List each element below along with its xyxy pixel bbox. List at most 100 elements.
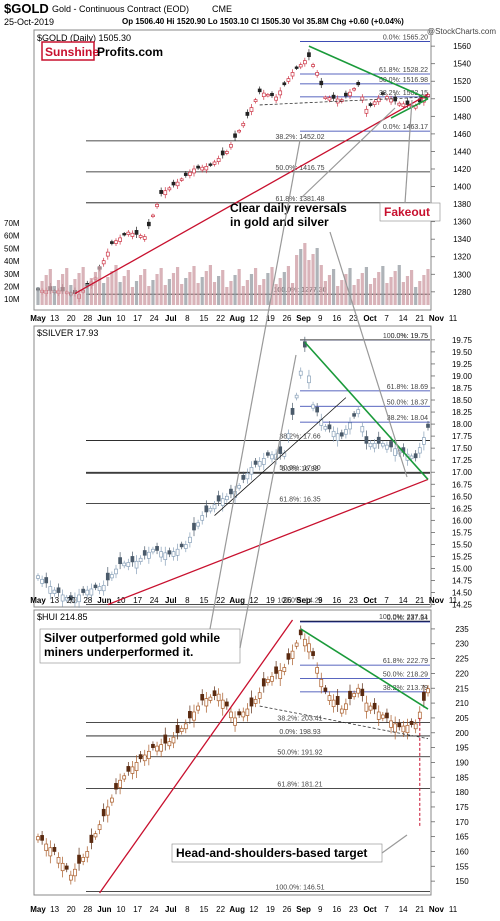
gold-volume-bar	[77, 273, 81, 305]
silver-fib-label: 50.0%: 18.37	[387, 399, 428, 406]
silver-ytick-label: 14.50	[452, 589, 473, 598]
silver-candle-body	[138, 557, 143, 563]
x-axis-label: 13	[50, 596, 59, 605]
silver-candle-body	[368, 442, 373, 448]
gold-candle-body	[282, 82, 287, 86]
silver-candle-body	[175, 548, 180, 556]
gold-volume-bar	[122, 276, 126, 305]
gold-volume-bar	[237, 269, 241, 305]
gold-volume-bar	[204, 271, 208, 305]
silver-candle-body	[413, 453, 418, 459]
outperform-pointer-gold	[209, 139, 301, 630]
gold-volume-bar	[303, 243, 307, 305]
x-axis-label: 26	[283, 905, 292, 914]
x-axis-label: 22	[216, 596, 225, 605]
hui-candle-body	[85, 851, 90, 858]
chart-ohlc: Op 1506.40 Hi 1520.90 Lo 1503.10 Cl 1505…	[122, 17, 404, 26]
x-axis-label: 23	[349, 905, 358, 914]
hui-ytick-label: 225	[455, 655, 469, 664]
silver-ytick-label: 16.25	[452, 504, 473, 513]
hui-candle-body	[73, 868, 77, 877]
silver-candle-body	[212, 504, 217, 510]
hui-ytick-label: 160	[455, 847, 469, 856]
gold-ytick-label: 1440	[453, 147, 471, 156]
hui-candle-body	[159, 744, 164, 752]
hui-candle-body	[220, 699, 225, 709]
x-axis-label: 26	[283, 596, 292, 605]
gold-volume-bar	[147, 286, 151, 305]
silver-candle-body	[385, 444, 389, 450]
hui-candle-body	[44, 843, 49, 851]
gold-candle-body	[151, 214, 155, 217]
hui-candle-body	[282, 667, 287, 672]
silver-ytick-label: 19.00	[452, 372, 473, 381]
gold-candle-body	[224, 151, 229, 154]
silver-candle-body	[130, 556, 135, 563]
x-axis-label: Sep	[296, 905, 311, 914]
hui-fib-label: 100.0%: 237.61	[379, 614, 428, 621]
hui-candle-body	[89, 834, 94, 843]
hui-candle-body	[138, 754, 143, 760]
gold-volume-bar	[159, 268, 163, 305]
annotation-outperform-text: Silver outperformed gold while	[44, 631, 220, 645]
gold-ytick-label: 1300	[453, 270, 471, 279]
x-axis-label: 24	[150, 596, 159, 605]
hui-candle-body	[237, 711, 242, 716]
hui-candle-body	[118, 779, 122, 788]
gold-fib-label: 0.0%: 1463.17	[383, 124, 428, 131]
gold-candle-body	[266, 94, 270, 97]
x-axis-label: 17	[133, 596, 142, 605]
gold-candle-body	[179, 178, 184, 181]
hui-candle-body	[179, 727, 184, 732]
gold-candle-body	[105, 251, 110, 257]
x-axis-label: 20	[67, 596, 76, 605]
gold-candle-body	[134, 230, 139, 235]
silver-candle-body	[60, 594, 65, 602]
x-axis-label: Oct	[363, 314, 377, 323]
x-axis-label: Jul	[165, 905, 177, 914]
silver-ytick-label: 19.50	[452, 348, 473, 357]
x-axis-label: 19	[266, 596, 275, 605]
hui-candle-body	[413, 723, 418, 730]
gold-volume-bar	[262, 279, 266, 305]
gold-volume-bar	[69, 285, 73, 305]
hui-candle-body	[204, 698, 209, 707]
gold-candle-body	[192, 168, 196, 174]
x-axis-label: 10	[117, 905, 126, 914]
sunshine-profits-logo: Sunshine Profits.com	[41, 41, 163, 61]
hui-candle-body	[130, 766, 135, 774]
hui-panel-title: $HUI 214.85	[37, 612, 88, 622]
silver-red-uptrend	[107, 478, 429, 606]
hui-ytick-label: 185	[455, 773, 469, 782]
annotation-target-text: Head-and-shoulders-based target	[176, 846, 367, 860]
silver-fib-label: 100.0%: 14.25	[277, 598, 322, 605]
x-axis-label: 7	[384, 596, 389, 605]
gold-green-downtrend	[308, 45, 429, 100]
gold-candle-body	[204, 166, 209, 171]
hui-candle-body	[212, 690, 217, 697]
silver-candle-body	[393, 448, 398, 456]
silver-candle-body	[245, 473, 250, 480]
gold-volume-bar	[241, 286, 245, 305]
silver-candle-body	[85, 589, 90, 596]
hui-panel-frame	[33, 609, 432, 896]
hui-candle-body	[335, 696, 340, 705]
hui-candle-body	[114, 783, 118, 790]
silver-candle-body	[68, 595, 73, 601]
x-axis-label: Jun	[97, 905, 111, 914]
x-axis-label: May	[30, 314, 46, 323]
silver-candle-body	[163, 552, 168, 560]
gold-candle-body	[302, 60, 307, 65]
gold-fib-label: 50.0%: 1516.98	[379, 77, 428, 84]
silver-candle-body	[105, 572, 110, 581]
gold-volume-bar	[331, 269, 336, 305]
x-axis-label: 7	[384, 314, 389, 323]
hui-candle-body	[323, 687, 328, 692]
hui-candle-body	[364, 702, 369, 712]
gold-ytick-label: 1540	[453, 60, 471, 69]
silver-panel-title: $SILVER 17.93	[37, 328, 98, 338]
hui-candle-body	[401, 725, 406, 733]
chart-symbol: $GOLD	[4, 1, 49, 16]
hui-candle-body	[216, 693, 221, 702]
silver-candle-body	[56, 587, 61, 593]
